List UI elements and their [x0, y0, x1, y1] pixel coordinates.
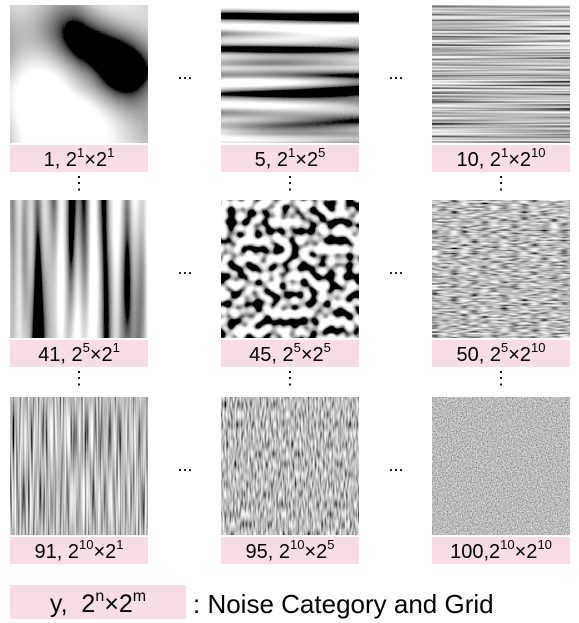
exponent: 10	[500, 537, 515, 552]
vertical-ellipsis: ⋮	[70, 173, 88, 193]
cell-label: 45, 25×25	[221, 340, 359, 367]
label-text: ×2	[300, 344, 324, 366]
ellipsis: ...	[388, 258, 404, 278]
ellipsis: ...	[388, 63, 404, 83]
exponent: 1	[288, 145, 296, 160]
vertical-ellipsis: ⋮	[492, 368, 510, 388]
ellipsis: ...	[388, 455, 404, 475]
label-text: 5, 2	[254, 149, 289, 171]
noise-image	[432, 5, 570, 143]
exponent: 1	[77, 145, 85, 160]
noise-image	[221, 200, 359, 338]
label-text: 100,2	[450, 541, 501, 563]
label-text: ×2	[304, 541, 328, 563]
label-text: ×2	[514, 541, 538, 563]
legend-text: : Noise Category and Grid	[193, 589, 494, 619]
legend-key: y, 2n×2m	[10, 585, 186, 619]
cell-label: 5, 21×25	[221, 145, 359, 172]
exponent: 5	[293, 340, 301, 355]
exponent: 5	[327, 537, 335, 552]
vertical-ellipsis: ⋮	[70, 368, 88, 388]
ellipsis: ...	[177, 63, 193, 83]
cell-label: 95, 210×25	[221, 537, 359, 564]
noise-image	[221, 5, 359, 143]
exponent: 5	[323, 340, 331, 355]
noise-image	[10, 5, 148, 143]
label-text: ×2	[508, 344, 532, 366]
label-text: 41, 2	[38, 344, 83, 366]
exponent: 10	[78, 537, 94, 552]
noise-image	[432, 200, 570, 338]
noise-image	[221, 397, 359, 535]
noise-image	[10, 200, 148, 338]
cell-label: 41, 25×21	[10, 340, 148, 367]
label-text: 10, 2	[456, 149, 501, 171]
exponent: 5	[318, 145, 326, 160]
exponent: 10	[537, 537, 552, 552]
cell-label: 50, 25×210	[432, 340, 570, 367]
label-text: 50, 2	[456, 344, 501, 366]
exponent: 1	[116, 537, 124, 552]
exponent: n	[95, 588, 105, 605]
label-text: ×2	[104, 590, 133, 618]
exponent: 1	[500, 145, 509, 160]
label-text: ×2	[89, 344, 113, 366]
label-text: ×2	[84, 149, 108, 171]
cell-label: 100,210×210	[432, 537, 570, 564]
cell-label: 1, 21×21	[10, 145, 148, 172]
label-text: 91, 2	[34, 541, 79, 563]
noise-image	[10, 397, 148, 535]
label-text: 95, 2	[245, 541, 290, 563]
label-text: 1, 2	[43, 149, 78, 171]
label-text: y, 2	[49, 590, 96, 618]
exponent: 5	[500, 340, 509, 355]
label-text: 45, 2	[249, 344, 294, 366]
label-text: ×2	[93, 541, 117, 563]
exponent: 1	[107, 145, 115, 160]
exponent: m	[132, 588, 147, 605]
ellipsis: ...	[177, 258, 193, 278]
cell-label: 10, 21×210	[432, 145, 570, 172]
label-text: ×2	[295, 149, 319, 171]
vertical-ellipsis: ⋮	[281, 368, 299, 388]
exponent: 10	[531, 340, 546, 355]
exponent: 1	[112, 340, 120, 355]
label-text: ×2	[508, 149, 532, 171]
exponent: 5	[82, 340, 90, 355]
noise-image	[432, 397, 570, 535]
exponent: 10	[531, 145, 546, 160]
ellipsis: ...	[177, 455, 193, 475]
exponent: 10	[289, 537, 305, 552]
cell-label: 91, 210×21	[10, 537, 148, 564]
vertical-ellipsis: ⋮	[281, 173, 299, 193]
vertical-ellipsis: ⋮	[492, 173, 510, 193]
